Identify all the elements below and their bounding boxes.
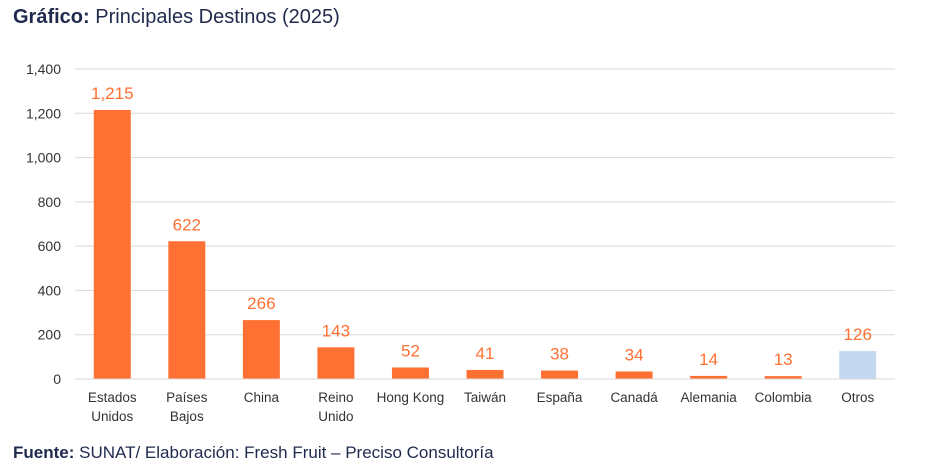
bar xyxy=(93,109,131,379)
x-tick-label: China xyxy=(244,390,280,405)
data-label: 622 xyxy=(173,215,201,234)
data-label: 14 xyxy=(699,350,718,369)
x-tick-label: Reino xyxy=(318,390,353,405)
y-tick-label: 600 xyxy=(38,238,62,254)
x-tick-label: Hong Kong xyxy=(377,390,445,405)
bar xyxy=(764,376,802,379)
y-tick-label: 1,400 xyxy=(26,61,61,77)
bar xyxy=(317,347,355,379)
data-label: 143 xyxy=(322,321,350,340)
x-tick-label: Unidos xyxy=(91,409,133,424)
x-tick-label: Alemania xyxy=(680,390,737,405)
bar xyxy=(839,351,877,379)
chart-heading: Gráfico: Principales Destinos (2025) xyxy=(13,6,340,29)
bar xyxy=(615,371,653,379)
data-label: 41 xyxy=(476,344,495,363)
y-tick-label: 1,200 xyxy=(26,105,61,121)
y-tick-label: 800 xyxy=(38,194,62,210)
data-label: 1,215 xyxy=(91,84,134,103)
x-tick-label: Estados xyxy=(88,390,137,405)
footer-prefix: Fuente: xyxy=(13,443,75,462)
heading-prefix: Gráfico: xyxy=(13,6,90,28)
heading-title: Principales Destinos (2025) xyxy=(89,6,340,28)
data-label: 38 xyxy=(550,345,569,364)
bar xyxy=(466,369,504,379)
x-tick-label: Taiwán xyxy=(464,390,506,405)
y-tick-label: 200 xyxy=(38,327,62,343)
bar xyxy=(168,241,206,379)
y-tick-label: 1,000 xyxy=(26,150,61,166)
data-label: 52 xyxy=(401,341,420,360)
bar xyxy=(242,320,280,379)
x-tick-label: Canadá xyxy=(610,390,658,405)
data-label: 266 xyxy=(247,294,275,313)
y-tick-label: 0 xyxy=(53,371,61,387)
x-tick-label: Otros xyxy=(841,390,874,405)
data-label: 34 xyxy=(625,345,644,364)
data-label: 13 xyxy=(774,350,793,369)
x-tick-label: Bajos xyxy=(170,409,204,424)
data-label: 126 xyxy=(844,325,872,344)
bar xyxy=(391,367,429,379)
footer-source: SUNAT/ Elaboración: Fresh Fruit – Precis… xyxy=(74,443,494,462)
bar xyxy=(541,370,579,379)
x-tick-label: Colombia xyxy=(755,390,813,405)
x-tick-label: España xyxy=(537,390,583,405)
bar xyxy=(690,375,728,379)
x-tick-label: Unido xyxy=(318,409,353,424)
source-footer: Fuente: SUNAT/ Elaboración: Fresh Fruit … xyxy=(13,443,494,463)
y-tick-label: 400 xyxy=(38,282,62,298)
x-tick-label: Países xyxy=(166,390,208,405)
